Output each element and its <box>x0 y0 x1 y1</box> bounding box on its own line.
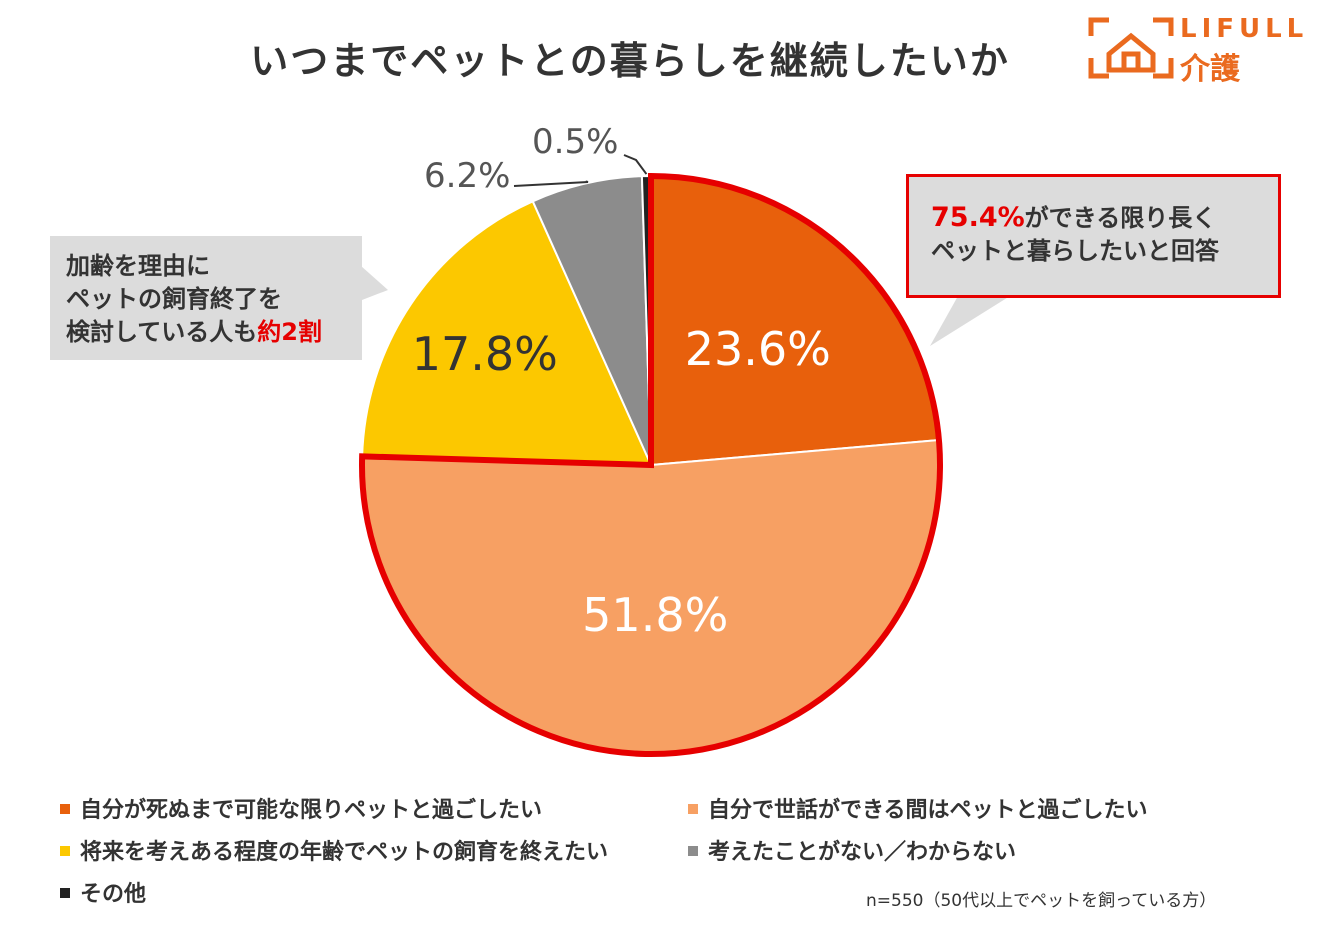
note-left-highlight: 約2割 <box>257 318 322 346</box>
legend-label-1: 自分が死ぬまで可能な限りペットと過ごしたい <box>80 798 543 823</box>
slice-label-1: 23.6% <box>684 321 831 376</box>
legend-swatch-2 <box>688 804 698 814</box>
lifull-logo-icon <box>1088 17 1174 79</box>
legend-item-3: 将来を考えある程度の年齢でペットの飼育を終えたい <box>60 834 608 866</box>
leader-line-4 <box>513 180 589 187</box>
note-right-tail <box>930 296 1010 346</box>
legend-label-2: 自分で世話ができる間はペットと過ごしたい <box>708 798 1148 823</box>
slice-label-3: 17.8% <box>411 326 558 381</box>
slice-label-outer-5: 0.5% <box>532 122 619 162</box>
slice-label-2: 51.8% <box>582 587 729 642</box>
legend-label-4: 考えたことがない／わからない <box>708 840 1017 865</box>
note-right-line-1: 75.4%ができる限り長く <box>931 201 1278 235</box>
legend-item-4: 考えたことがない／わからない <box>688 834 1016 866</box>
legend-swatch-3 <box>60 846 70 856</box>
note-left: 加齢を理由に ペットの飼育終了を 検討している人も約2割 <box>50 236 362 360</box>
note-left-line-1: 加齢を理由に <box>66 252 210 280</box>
note-left-line-3: 検討している人も約2割 <box>66 316 362 349</box>
legend-swatch-1 <box>60 804 70 814</box>
legend-item-2: 自分で世話ができる間はペットと過ごしたい <box>688 792 1148 824</box>
legend-item-5: その他 <box>60 876 146 908</box>
note-right-line-1b: ができる限り長く <box>1024 204 1217 232</box>
legend-swatch-4 <box>688 846 698 856</box>
sample-footnote: n=550（50代以上でペットを飼っている方） <box>866 891 1217 911</box>
logo-service: 介護 <box>1180 52 1240 87</box>
legend-label-5: その他 <box>80 882 147 907</box>
pie-slice-3 <box>361 199 653 467</box>
note-left-line-3a: 検討している人も <box>66 318 258 346</box>
note-right-line-2: ペットと暮らしたいと回答 <box>931 237 1219 265</box>
highlight-outline <box>359 172 943 757</box>
note-right-highlight: 75.4% <box>931 202 1025 233</box>
note-right: 75.4%ができる限り長く ペットと暮らしたいと回答 <box>906 174 1281 298</box>
legend-item-1: 自分が死ぬまで可能な限りペットと過ごしたい <box>60 792 542 824</box>
chart-title: いつまでペットとの暮らしを継続したいか <box>250 39 1010 83</box>
note-left-line-2: ペットの飼育終了を <box>66 285 282 313</box>
logo-brand: LIFULL <box>1180 14 1309 44</box>
pie-slice-1 <box>650 174 941 467</box>
legend-label-3: 将来を考えある程度の年齢でペットの飼育を終えたい <box>80 840 609 865</box>
legend-swatch-5 <box>60 888 70 898</box>
leader-line-5 <box>623 154 648 175</box>
slice-label-outer-4: 6.2% <box>424 156 511 196</box>
